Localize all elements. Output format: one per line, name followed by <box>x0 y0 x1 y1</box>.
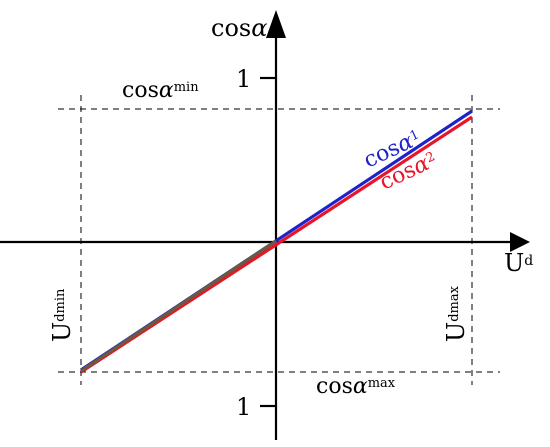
cos-alpha-max-sub: max <box>368 376 396 391</box>
u-dmin-base: U <box>48 322 76 342</box>
u-dmin-sub: dmin <box>53 288 68 322</box>
y-axis-arrowhead <box>266 10 286 38</box>
cos-alpha-min-label: cosαmin <box>122 78 199 103</box>
u-dmax-base: U <box>442 322 470 342</box>
x-axis-label-base: U <box>504 249 524 277</box>
x-axis-arrowhead <box>510 232 530 252</box>
tick-label-top: 1 <box>236 65 251 93</box>
u-dmax-sub: dmax <box>447 285 462 321</box>
cos-alpha-min-symbol: α <box>159 78 174 103</box>
x-axis-label: Ud <box>504 249 533 277</box>
series-overlap-segment <box>80 239 277 373</box>
y-axis-label: cosα <box>211 14 267 42</box>
tick-label-bottom: 1 <box>236 393 251 421</box>
y-axis-label-base: cos <box>211 14 251 42</box>
cos-alpha-max-symbol: α <box>353 374 368 399</box>
cos-alpha-min-base: cos <box>122 78 159 103</box>
axes <box>0 36 512 440</box>
x-axis-label-sub: d <box>524 253 533 269</box>
cos-alpha-min-sub: min <box>174 80 199 95</box>
cos-alpha-max-label: cosαmax <box>316 374 396 399</box>
cos-alpha-max-base: cos <box>316 374 353 399</box>
guide-lines <box>58 95 500 385</box>
u-dmax-label: Udmax <box>442 285 470 342</box>
u-dmin-label: Udmin <box>48 288 76 342</box>
series-line-cos-alpha-2 <box>80 115 473 374</box>
y-axis-label-symbol: α <box>251 14 267 42</box>
